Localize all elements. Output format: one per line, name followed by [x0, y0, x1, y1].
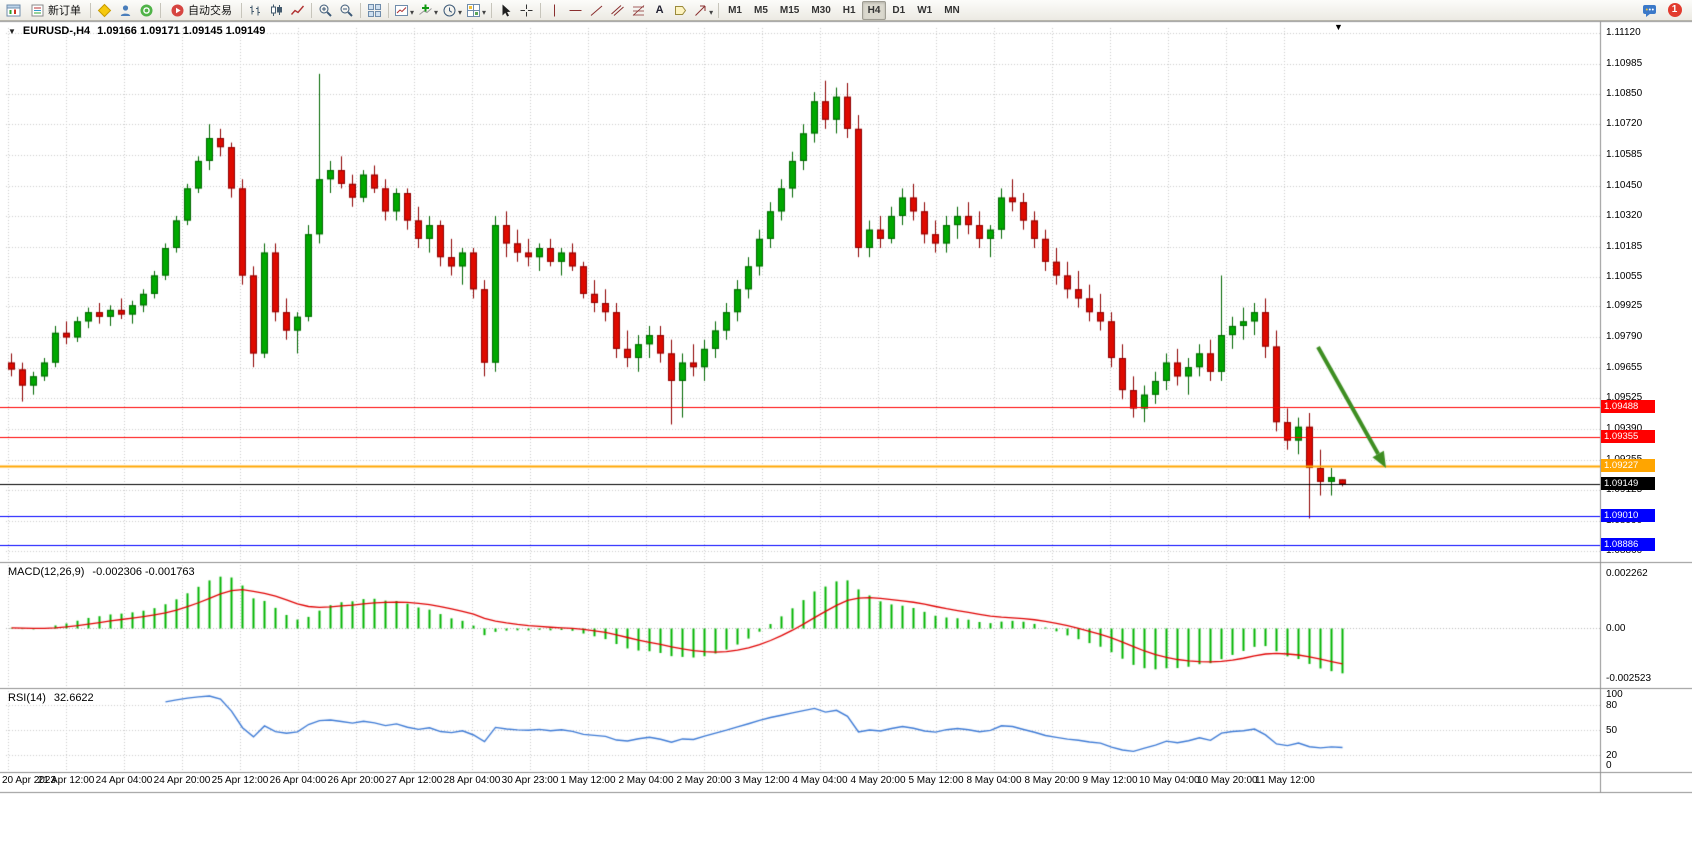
dropdown-caret-icon [457, 3, 462, 18]
arrows-tool-button[interactable] [691, 1, 715, 20]
chat-icon [1642, 3, 1657, 18]
trendline-icon [589, 3, 604, 18]
arrow-tool-icon [693, 3, 708, 18]
bar-chart-icon [248, 3, 263, 18]
fibonacci-button[interactable] [628, 1, 649, 20]
tile-windows-button[interactable] [364, 1, 385, 20]
chart-ohlc-values: 1.09166 1.09171 1.09145 1.09149 [97, 25, 266, 37]
new-chart-button[interactable] [392, 1, 416, 20]
crosshair-icon [519, 3, 534, 18]
periods-clock-icon [442, 3, 457, 18]
one-click-collapse-icon[interactable]: ▼ [8, 26, 16, 36]
chart-symbol-period: EURUSD-,H4 [22, 25, 91, 37]
bar-chart-button[interactable] [245, 1, 266, 20]
text-tool-icon: A [655, 4, 664, 16]
autotrading-label: 自动交易 [188, 5, 232, 17]
tile-windows-icon [367, 3, 382, 18]
zoom-in-icon [318, 3, 333, 18]
toolbar-separator [160, 2, 161, 18]
profile-icon [118, 3, 133, 18]
cursor-icon [498, 3, 513, 18]
new-chart-icon [394, 3, 409, 18]
toolbar-separator [388, 2, 389, 18]
label-tag-icon [673, 3, 688, 18]
chart-window-icon [6, 3, 21, 18]
timeframe-d1-button[interactable]: D1 [886, 1, 911, 20]
community-chat-button[interactable] [1639, 1, 1660, 20]
main-toolbar: 新订单 自动交易 A M1 M5 M15 [0, 0, 1692, 21]
vertical-line-icon [547, 3, 562, 18]
dropdown-caret-icon [433, 3, 438, 18]
vertical-line-button[interactable] [544, 1, 565, 20]
line-chart-button[interactable] [287, 1, 308, 20]
autotrading-icon [170, 3, 185, 18]
timeframe-m1-button[interactable]: M1 [722, 1, 748, 20]
line-chart-icon [290, 3, 305, 18]
macd-indicator-label: MACD(12,26,9) -0.002306 -0.001763 [8, 566, 195, 578]
new-order-label: 新订单 [48, 5, 81, 17]
indicators-button[interactable] [416, 1, 440, 20]
dropdown-caret-icon [481, 3, 486, 18]
zoom-in-button[interactable] [315, 1, 336, 20]
new-order-icon [30, 3, 45, 18]
toolbar-separator [90, 2, 91, 18]
toolbar-separator [540, 2, 542, 18]
channel-icon [610, 3, 625, 18]
fibonacci-icon [631, 3, 646, 18]
chart-window-button[interactable] [3, 1, 24, 20]
indicators-icon [418, 3, 433, 18]
metaeditor-icon [97, 3, 112, 18]
timeframe-h4-button[interactable]: H4 [861, 0, 887, 20]
toolbar-separator [241, 2, 242, 18]
timeframe-mn-button[interactable]: MN [938, 1, 966, 20]
candlestick-chart-icon [269, 3, 284, 18]
cursor-button[interactable] [495, 1, 516, 20]
timeframe-m15-button[interactable]: M15 [774, 1, 805, 20]
dropdown-caret-icon [708, 3, 713, 18]
notifications-button[interactable]: 1 [1664, 1, 1685, 20]
rsi-indicator-label: RSI(14) 32.6622 [8, 692, 94, 704]
new-order-button[interactable]: 新订单 [24, 1, 87, 20]
zoom-out-icon [339, 3, 354, 18]
community-button[interactable] [136, 1, 157, 20]
timeframe-h1-button[interactable]: H1 [837, 1, 862, 20]
crosshair-button[interactable] [516, 1, 537, 20]
periods-button[interactable] [440, 1, 464, 20]
text-tool-button[interactable]: A [649, 1, 670, 20]
chart-title: ▼ EURUSD-,H4 1.09166 1.09171 1.09145 1.0… [8, 25, 265, 37]
toolbar-separator [311, 2, 312, 18]
templates-button[interactable] [464, 1, 488, 20]
timeframe-m30-button[interactable]: M30 [805, 1, 836, 20]
scroll-shift-marker-icon[interactable]: ▼ [1334, 22, 1343, 32]
toolbar-separator [718, 2, 720, 18]
label-tool-button[interactable] [670, 1, 691, 20]
candlestick-chart-button[interactable] [266, 1, 287, 20]
metaeditor-button[interactable] [94, 1, 115, 20]
macd-values: -0.002306 -0.001763 [92, 566, 195, 578]
channel-button[interactable] [607, 1, 628, 20]
horizontal-line-button[interactable] [565, 1, 586, 20]
community-icon [139, 3, 154, 18]
toolbar-separator [360, 2, 361, 18]
timeframe-w1-button[interactable]: W1 [911, 1, 938, 20]
toolbar-right-group: 1 [1639, 1, 1689, 20]
horizontal-line-icon [568, 3, 583, 18]
templates-icon [466, 3, 481, 18]
toolbar-separator [491, 2, 493, 18]
timeframe-m5-button[interactable]: M5 [748, 1, 774, 20]
dropdown-caret-icon [409, 3, 414, 18]
notification-badge: 1 [1667, 3, 1682, 17]
autotrading-button[interactable]: 自动交易 [164, 1, 238, 20]
zoom-out-button[interactable] [336, 1, 357, 20]
macd-name: MACD(12,26,9) [8, 566, 85, 578]
trendline-button[interactable] [586, 1, 607, 20]
rsi-name: RSI(14) [8, 692, 46, 704]
rsi-value: 32.6622 [53, 692, 94, 704]
profile-button[interactable] [115, 1, 136, 20]
